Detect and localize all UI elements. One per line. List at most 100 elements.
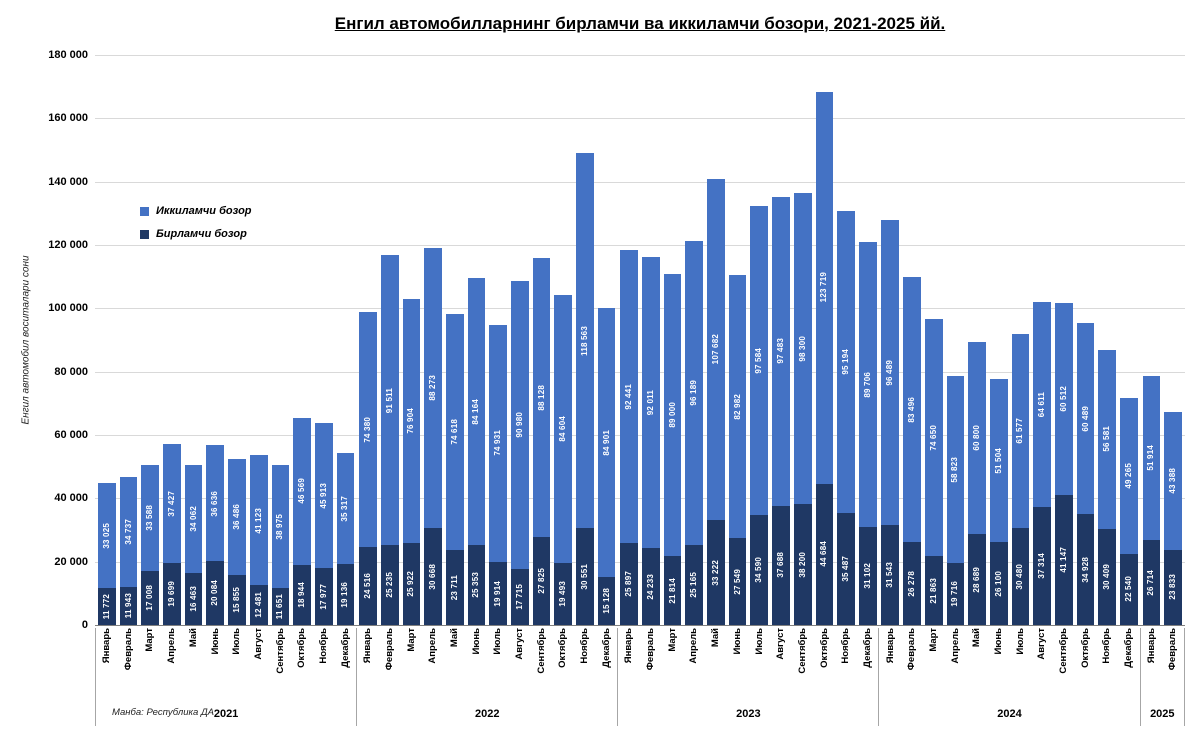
bar-2021-Июль[interactable]: 36 486 15 855	[226, 55, 248, 625]
bar-segment-secondary[interactable]: 118 563	[576, 152, 594, 529]
bar-segment-primary[interactable]: 24 233	[642, 548, 660, 625]
bar-segment-secondary[interactable]: 43 388	[1164, 412, 1182, 550]
bar-2023-Июль[interactable]: 97 584 34 590	[748, 55, 770, 625]
bar-segment-secondary[interactable]: 37 427	[163, 444, 181, 563]
bar-segment-primary[interactable]: 15 855	[228, 574, 246, 625]
bar-segment-primary[interactable]: 18 944	[293, 565, 311, 625]
bar-segment-primary[interactable]: 16 463	[184, 572, 203, 625]
bar-segment-secondary[interactable]: 84 901	[597, 308, 616, 578]
bar-segment-secondary[interactable]: 74 380	[359, 311, 377, 548]
bar-segment-secondary[interactable]: 84 164	[467, 278, 486, 545]
bar-segment-secondary[interactable]: 60 800	[968, 341, 986, 535]
bar-segment-primary[interactable]: 37 688	[772, 505, 790, 625]
bar-segment-primary[interactable]: 11 651	[271, 588, 290, 625]
bar-2021-Сентябрь[interactable]: 38 975 11 651	[270, 55, 292, 625]
bar-2024-Сентябрь[interactable]: 60 512 41 147	[1053, 55, 1075, 625]
bar-segment-primary[interactable]: 17 008	[141, 571, 160, 625]
bar-segment-primary[interactable]: 38 200	[793, 504, 812, 625]
bar-2021-Ноябрь[interactable]: 45 913 17 977	[313, 55, 335, 625]
bar-2023-Июнь[interactable]: 82 982 27 549	[727, 55, 749, 625]
bar-2022-Апрель[interactable]: 88 273 30 668	[422, 55, 444, 625]
bar-2024-Июль[interactable]: 61 577 30 480	[1010, 55, 1032, 625]
bar-segment-secondary[interactable]: 35 317	[336, 452, 355, 565]
bar-segment-secondary[interactable]: 60 512	[1054, 303, 1073, 495]
bar-segment-secondary[interactable]: 34 737	[119, 477, 138, 588]
bar-segment-primary[interactable]: 30 551	[576, 528, 594, 625]
bar-segment-secondary[interactable]: 96 189	[685, 240, 704, 546]
bar-segment-primary[interactable]: 27 825	[532, 536, 551, 625]
bar-segment-secondary[interactable]: 83 496	[903, 277, 921, 542]
bar-segment-primary[interactable]: 25 897	[620, 543, 638, 625]
bar-segment-secondary[interactable]: 36 636	[206, 445, 225, 562]
bar-segment-secondary[interactable]: 51 914	[1142, 376, 1161, 541]
bar-segment-secondary[interactable]: 89 706	[858, 242, 877, 527]
bar-segment-secondary[interactable]: 36 486	[228, 459, 246, 575]
bar-2024-Октябрь[interactable]: 60 489 34 928	[1075, 55, 1097, 625]
bar-segment-secondary[interactable]: 92 011	[642, 256, 660, 549]
bar-segment-primary[interactable]: 22 540	[1120, 553, 1138, 625]
bar-segment-secondary[interactable]: 84 604	[554, 295, 573, 564]
bar-segment-secondary[interactable]: 46 569	[293, 417, 311, 566]
bar-segment-secondary[interactable]: 82 982	[728, 275, 747, 538]
bar-2024-Декабрь[interactable]: 49 265 22 540	[1118, 55, 1140, 625]
bar-segment-secondary[interactable]: 64 611	[1033, 302, 1051, 507]
bar-segment-secondary[interactable]: 74 650	[924, 319, 943, 556]
bar-segment-primary[interactable]: 20 084	[206, 561, 225, 625]
bar-segment-primary[interactable]: 41 147	[1054, 494, 1073, 625]
bar-segment-primary[interactable]: 21 863	[924, 555, 943, 625]
bar-segment-primary[interactable]: 30 668	[424, 527, 442, 625]
bar-2024-Март[interactable]: 74 650 21 863	[923, 55, 945, 625]
bar-2025-Январь[interactable]: 51 914 26 714	[1141, 55, 1163, 625]
bar-2022-Март[interactable]: 76 904 25 922	[401, 55, 423, 625]
bar-2021-Июнь[interactable]: 36 636 20 084	[204, 55, 226, 625]
bar-2022-Сентябрь[interactable]: 88 128 27 825	[531, 55, 553, 625]
bar-segment-primary[interactable]: 28 689	[968, 534, 986, 625]
bar-segment-secondary[interactable]: 90 980	[510, 280, 529, 569]
bar-segment-primary[interactable]: 34 590	[750, 515, 769, 625]
bar-2021-Январь[interactable]: 33 025 11 772	[96, 55, 118, 625]
bar-segment-primary[interactable]: 19 699	[163, 562, 181, 625]
bar-segment-primary[interactable]: 33 222	[707, 519, 725, 625]
bar-segment-primary[interactable]: 11 772	[98, 587, 116, 625]
bar-segment-primary[interactable]: 24 516	[359, 547, 377, 625]
bar-2024-Июнь[interactable]: 51 504 26 100	[988, 55, 1010, 625]
bar-segment-primary[interactable]: 21 814	[663, 555, 682, 625]
bar-2022-Февраль[interactable]: 91 511 25 235	[379, 55, 401, 625]
bar-2021-Апрель[interactable]: 37 427 19 699	[161, 55, 183, 625]
bar-segment-primary[interactable]: 23 711	[445, 549, 464, 625]
bar-segment-secondary[interactable]: 74 931	[489, 324, 507, 562]
bar-2023-Ноябрь[interactable]: 95 194 35 487	[835, 55, 857, 625]
bar-2022-Август[interactable]: 90 980 17 715	[509, 55, 531, 625]
bar-segment-secondary[interactable]: 89 000	[663, 274, 682, 556]
bar-2022-Июль[interactable]: 74 931 19 914	[487, 55, 509, 625]
bar-segment-secondary[interactable]: 123 719	[815, 91, 834, 484]
bar-2023-Октябрь[interactable]: 123 719 44 684	[814, 55, 836, 625]
bar-segment-secondary[interactable]: 41 123	[249, 455, 268, 586]
bar-segment-secondary[interactable]: 38 975	[271, 464, 290, 589]
bar-2024-Май[interactable]: 60 800 28 689	[966, 55, 988, 625]
bar-2024-Август[interactable]: 64 611 37 314	[1031, 55, 1053, 625]
bar-2025-Февраль[interactable]: 43 388 23 833	[1162, 55, 1184, 625]
bar-segment-secondary[interactable]: 97 584	[750, 206, 769, 516]
bar-segment-secondary[interactable]: 88 128	[532, 257, 551, 537]
bar-segment-secondary[interactable]: 51 504	[989, 379, 1008, 543]
bar-segment-primary[interactable]: 26 100	[989, 542, 1008, 625]
bar-2023-Январь[interactable]: 92 441 25 897	[618, 55, 640, 625]
bar-segment-primary[interactable]: 26 278	[903, 541, 921, 625]
bar-2022-Январь[interactable]: 74 380 24 516	[357, 55, 379, 625]
bar-segment-primary[interactable]: 26 714	[1142, 540, 1161, 625]
bar-segment-primary[interactable]: 31 102	[858, 526, 877, 625]
bar-2024-Ноябрь[interactable]: 56 581 30 409	[1096, 55, 1118, 625]
bar-2022-Июнь[interactable]: 84 164 25 353	[466, 55, 488, 625]
bar-segment-primary[interactable]: 19 493	[554, 563, 573, 625]
bar-2023-Март[interactable]: 89 000 21 814	[662, 55, 684, 625]
bar-segment-secondary[interactable]: 96 489	[881, 219, 900, 526]
bar-segment-primary[interactable]: 15 128	[597, 577, 616, 625]
bar-segment-primary[interactable]: 27 549	[728, 537, 747, 625]
bar-segment-secondary[interactable]: 49 265	[1120, 397, 1138, 554]
bar-segment-primary[interactable]: 30 480	[1011, 528, 1030, 625]
bar-2023-Апрель[interactable]: 96 189 25 165	[683, 55, 705, 625]
bar-segment-secondary[interactable]: 61 577	[1011, 333, 1030, 529]
bar-segment-secondary[interactable]: 33 025	[98, 483, 116, 588]
bar-segment-secondary[interactable]: 60 489	[1076, 322, 1095, 515]
